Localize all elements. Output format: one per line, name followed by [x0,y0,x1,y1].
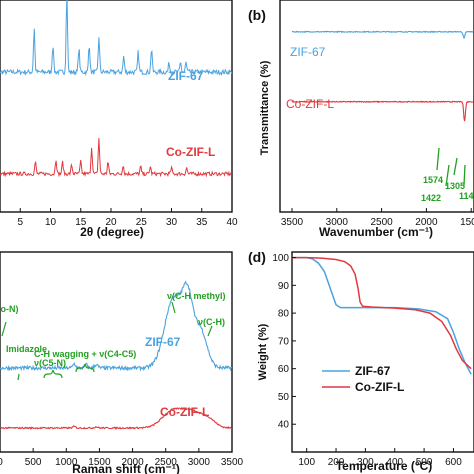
x-axis-b-tick-label: 3500 [281,217,304,228]
ftir-series-line-1 [291,100,474,122]
x-axis-a-tick-label: 5 [17,217,23,228]
x-axis-a-tick-label: 35 [196,217,208,228]
panel-c-frame [0,251,233,453]
y-axis-d-tick-label: 70 [278,336,290,347]
annotation-arrow-1574 [436,147,440,171]
annotation-ch: ν(C-H) [198,317,225,327]
x-axis-d-tick-label: 300 [357,457,374,468]
panel-b-frame [279,0,474,213]
x-axis-d-tick-label: 200 [328,457,345,468]
x-axis-label-b: Wavenumber (cm⁻¹) [319,225,433,239]
x-axis-c-tick-label: 1000 [55,457,78,468]
x-axis-c-tick-label: 2000 [121,457,144,468]
legend-label-zif67-a: ZIF-67 [168,69,204,83]
annotation-bracket-c5n [43,369,63,379]
legend-label-zif67-c: ZIF-67 [145,335,181,349]
x-axis-c-tick-label: 0 [0,457,3,468]
annotation-ch-methyl: ν(C-H methyl) [167,291,226,301]
x-axis-d-tick-label: 400 [386,457,403,468]
xrd-series-line-1 [0,137,233,178]
legend-label-zif67-d: ZIF-67 [355,364,391,378]
x-axis-a-tick-label: 30 [166,217,178,228]
annotation-arrow-114 [463,164,466,186]
annotation-con: ν(Co-N) [0,304,19,314]
annotation-imidazole: Imidazole [6,344,47,354]
annotation-arrow-1305 [453,157,458,176]
annotation-wagging: C-H wagging + ν(C4-C5) [34,349,136,359]
x-axis-a-tick-label: 20 [105,217,117,228]
legend-label-cozifl-d: Co-ZIF-L [355,380,404,394]
annotation-c5n: ν(C5-N) [34,358,66,368]
x-axis-a-tick-label: 40 [226,217,238,228]
x-axis-c-tick-label: 500 [25,457,42,468]
annotation-arrow-1422 [445,164,450,187]
panel-label-b: (b) [248,7,266,23]
annotation-arrow-imidazole [17,373,20,381]
y-axis-d-tick-label: 90 [278,281,290,292]
legend-label-cozifl-a: Co-ZIF-L [166,145,215,159]
xrd-series-line-0 [0,0,233,77]
x-axis-b-tick-label: 2500 [370,217,393,228]
y-axis-d-tick-label: 50 [278,392,290,403]
panel-c-raman: 0 500 1000 1500 2000 2500 3000 3500 ZIF-67 Co-Z… [0,251,244,474]
legend-d: ZIF-67 Co-ZIF-L [322,364,404,394]
panel-b-ftir: (b) Transmittance (%) 3500 3000 2500 2000 15… [248,0,474,239]
annotation-1305: 1305 [445,181,465,191]
x-axis-c-tick-label: 3000 [188,457,211,468]
y-axis-d-tick-label: 100 [272,253,289,264]
x-axis-b-tick-label: 2000 [415,217,438,228]
x-axis-b-tick-label: 3000 [326,217,349,228]
legend-label-cozifl-c: Co-ZIF-L [160,405,209,419]
annotation-bracket-ch [207,325,213,337]
x-axis-a-tick-label: 10 [45,217,57,228]
panel-d-frame [291,251,474,453]
annotation-arrow-con [1,321,7,337]
annotation-1574: 1574 [423,175,443,185]
tga-series-line-1 [292,256,472,370]
annotation-bracket-wagging [75,363,95,373]
raman-annotation-marks [1,301,213,381]
y-axis-d-tick-label: 40 [278,420,290,431]
panel-a-frame [0,0,233,213]
ftir-series-line-0 [291,30,474,40]
x-axis-c-tick-label: 1500 [88,457,111,468]
y-axis-d-tick-label: 80 [278,309,290,320]
panel-d-tga: (d) Weight (%) 100 200 300 400 500 600 40 50 60 7… [248,249,474,473]
x-axis-b-tick-label: 1500 [460,217,474,228]
legend-label-zif67-b: ZIF-67 [290,45,326,59]
x-axis-d-tick-label: 500 [416,457,433,468]
panel-a-xrd: 0510152025303540 ZIF-67 Co-ZIF-L 2θ (deg… [0,0,238,239]
raman-series-line-0 [0,280,233,372]
annotation-114: 114 [459,191,474,201]
x-axis-label-a: 2θ (degree) [80,225,144,239]
raman-series-line-1 [0,407,233,430]
annotation-bracket-methyl [171,301,176,314]
x-axis-a-tick-label: 15 [75,217,87,228]
legend-label-cozifl-b: Co-ZIF-L [286,97,334,111]
annotation-1422: 1422 [421,193,441,203]
x-axis-label-d: Temperature (°C) [336,459,433,473]
y-axis-label-d: Weight (%) [257,323,269,380]
panel-label-d: (d) [248,249,266,265]
x-axis-a-tick-label: 25 [136,217,148,228]
y-axis-label-b: Transmittance (%) [259,60,271,155]
ftir-peak-annotations [436,147,466,187]
x-axis-c-tick-label: 3500 [221,457,244,468]
y-axis-d-tick-label: 60 [278,364,290,375]
tga-series-line-0 [292,256,472,375]
x-axis-c-tick-label: 2500 [155,457,178,468]
x-axis-d-tick-label: 600 [445,457,462,468]
x-axis-label-c: Raman shift (cm⁻¹) [72,462,180,474]
x-axis-d-tick-label: 100 [298,457,315,468]
